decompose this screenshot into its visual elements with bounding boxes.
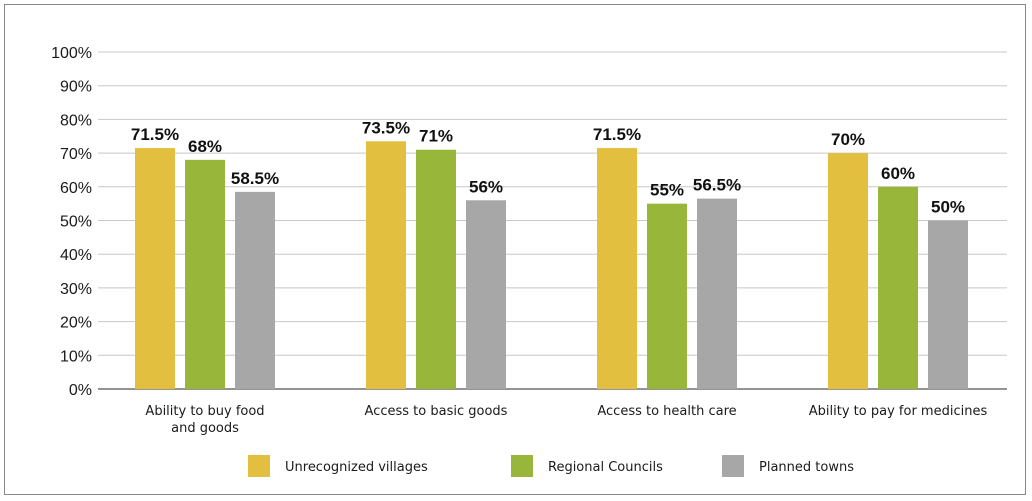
y-tick-label: 60% [60, 180, 92, 197]
legend-item: Regional Councils [511, 455, 663, 477]
data-label: 60% [881, 164, 915, 183]
bar [185, 159, 225, 389]
bar [928, 220, 968, 389]
legend-label: Planned towns [759, 460, 854, 475]
legend-swatch [511, 455, 533, 477]
data-label: 70% [831, 130, 865, 149]
bars [135, 141, 968, 389]
bar [828, 153, 868, 389]
legend-label: Regional Councils [548, 460, 663, 475]
bar [366, 141, 406, 389]
legend: Unrecognized villages Regional Councils Pl… [248, 455, 854, 477]
data-label: 71% [419, 127, 453, 146]
y-tick-label: 70% [60, 146, 92, 163]
y-tick-label: 20% [60, 315, 92, 332]
legend-item: Planned towns [722, 455, 854, 477]
category-label: Ability to buy food and goods [145, 404, 264, 436]
data-label: 58.5% [231, 169, 279, 188]
y-tick-label: 50% [60, 214, 92, 231]
category-label: Access to health care [597, 404, 736, 419]
y-tick-label: 100% [51, 45, 92, 62]
bar [597, 148, 637, 389]
data-label: 56.5% [693, 176, 741, 195]
gridlines [98, 51, 1007, 390]
legend-item: Unrecognized villages [248, 455, 428, 477]
bar [697, 198, 737, 389]
bar [235, 191, 275, 389]
data-label: 55% [650, 181, 684, 200]
y-tick-label: 80% [60, 112, 92, 129]
data-label: 68% [188, 137, 222, 156]
legend-swatch [248, 455, 270, 477]
data-labels: 71.5% 73.5% 71.5% 70% 68% 71% 55% 60% 58.5% 56% 56… [131, 118, 965, 216]
data-label: 71.5% [593, 125, 641, 144]
category-label: Ability to pay for medicines [809, 404, 988, 419]
x-axis-category-labels: Ability to buy food and goods Access to ba… [145, 404, 987, 436]
legend-swatch [722, 455, 744, 477]
y-tick-label: 40% [60, 247, 92, 264]
y-tick-label: 90% [60, 79, 92, 96]
data-label: 50% [931, 198, 965, 217]
data-label: 71.5% [131, 125, 179, 144]
legend-label: Unrecognized villages [285, 460, 428, 475]
data-label: 73.5% [362, 118, 410, 137]
data-label: 56% [469, 177, 503, 196]
category-label: Access to basic goods [365, 404, 508, 419]
bar [466, 200, 506, 389]
bar [878, 186, 918, 389]
bar [416, 149, 456, 389]
bar [135, 148, 175, 389]
y-tick-label: 30% [60, 281, 92, 298]
y-axis-tick-labels: 0% 10% 20% 30% 40% 50% 60% 70% 80% 90% 100% [51, 45, 92, 399]
bar [647, 203, 687, 389]
y-tick-label: 10% [60, 348, 92, 365]
y-tick-label: 0% [69, 382, 92, 399]
